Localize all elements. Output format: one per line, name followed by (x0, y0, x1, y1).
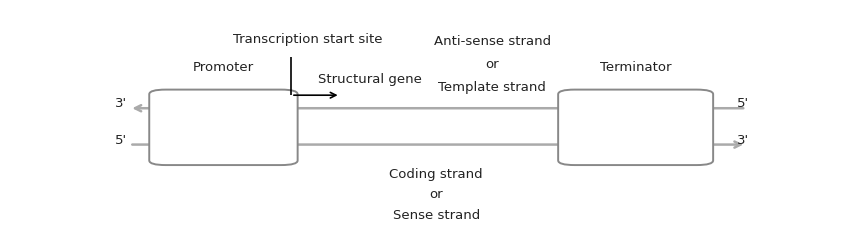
Text: 5': 5' (115, 134, 127, 147)
FancyBboxPatch shape (149, 90, 298, 165)
Text: Sense strand: Sense strand (392, 209, 480, 222)
Text: Coding strand: Coding strand (389, 168, 483, 181)
Text: Structural gene: Structural gene (318, 73, 422, 86)
FancyBboxPatch shape (558, 90, 713, 165)
Text: 5': 5' (737, 97, 749, 110)
Text: 3': 3' (737, 134, 749, 147)
Text: Promoter: Promoter (193, 61, 254, 74)
Text: 3': 3' (115, 97, 127, 110)
Text: Template strand: Template strand (438, 81, 546, 94)
Text: Anti-sense strand: Anti-sense strand (434, 35, 551, 48)
Text: or: or (485, 58, 499, 71)
Text: or: or (429, 188, 443, 201)
Text: Terminator: Terminator (600, 61, 671, 74)
Text: Transcription start site: Transcription start site (233, 33, 382, 46)
